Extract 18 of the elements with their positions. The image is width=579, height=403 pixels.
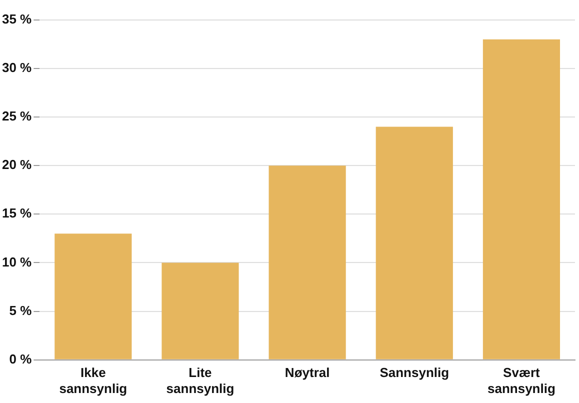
bar [162, 262, 239, 360]
x-tick-label: Lite sannsynlig [166, 365, 234, 396]
bar [482, 39, 560, 360]
x-tick-label: Ikke sannsynlig [59, 365, 128, 396]
x-tick-label: Svært sannsynlig [488, 365, 556, 396]
y-tick-label: 10 % [2, 254, 32, 270]
y-tick-label: 25 % [2, 108, 32, 124]
y-tick-label: 35 % [2, 12, 32, 27]
bar [268, 166, 346, 360]
y-tick-label: 30 % [2, 60, 32, 76]
y-tick-label: 5 % [9, 302, 32, 318]
x-tick-label: Sannsynlig [380, 365, 450, 380]
bar [54, 234, 132, 360]
y-tick-label: 20 % [2, 157, 32, 172]
y-tick-label: 0 % [9, 351, 32, 366]
y-tick-label: 15 % [2, 206, 32, 221]
bar [376, 126, 453, 360]
x-tick-label: Nøytral [284, 365, 330, 380]
